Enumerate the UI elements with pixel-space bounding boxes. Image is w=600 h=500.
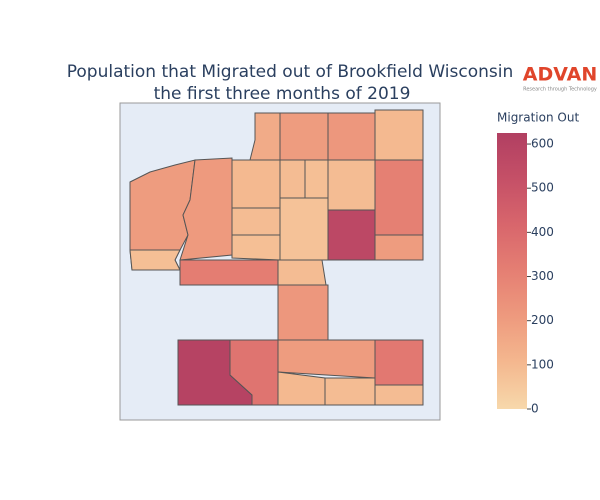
chart-title: Population that Migrated out of Brookfie…	[67, 62, 514, 82]
region	[374, 159, 424, 236]
region	[249, 112, 281, 161]
colorbar-tick-label: 600	[531, 137, 554, 151]
region	[327, 209, 376, 261]
colorbar	[497, 133, 527, 409]
region	[374, 384, 424, 406]
region	[277, 284, 329, 341]
logo-tagline: Research through Technology	[523, 87, 597, 93]
colorbar-tick-label: 0	[531, 402, 539, 416]
colorbar-tick-label: 300	[531, 269, 554, 283]
region	[327, 159, 376, 211]
colorbar-tick-label: 200	[531, 313, 554, 327]
region	[324, 377, 376, 406]
region	[231, 234, 281, 261]
region	[304, 159, 329, 199]
region	[277, 371, 326, 406]
region	[277, 259, 327, 286]
region	[327, 112, 376, 161]
region	[179, 259, 279, 286]
colorbar-tick-label: 400	[531, 225, 554, 239]
region	[277, 339, 376, 379]
region	[231, 159, 281, 209]
chart-subtitle: the first three months of 2019	[154, 84, 411, 104]
colorbar-tick-label: 100	[531, 357, 554, 371]
logo: ADVAN	[523, 64, 598, 86]
region	[279, 159, 306, 199]
colorbar-title: Migration Out	[497, 111, 579, 125]
region	[374, 234, 424, 261]
region	[129, 249, 181, 271]
region	[374, 109, 424, 161]
colorbar-tick-label: 500	[531, 181, 554, 195]
region	[279, 197, 329, 261]
region	[231, 207, 281, 236]
region	[279, 112, 329, 161]
region	[374, 339, 424, 386]
